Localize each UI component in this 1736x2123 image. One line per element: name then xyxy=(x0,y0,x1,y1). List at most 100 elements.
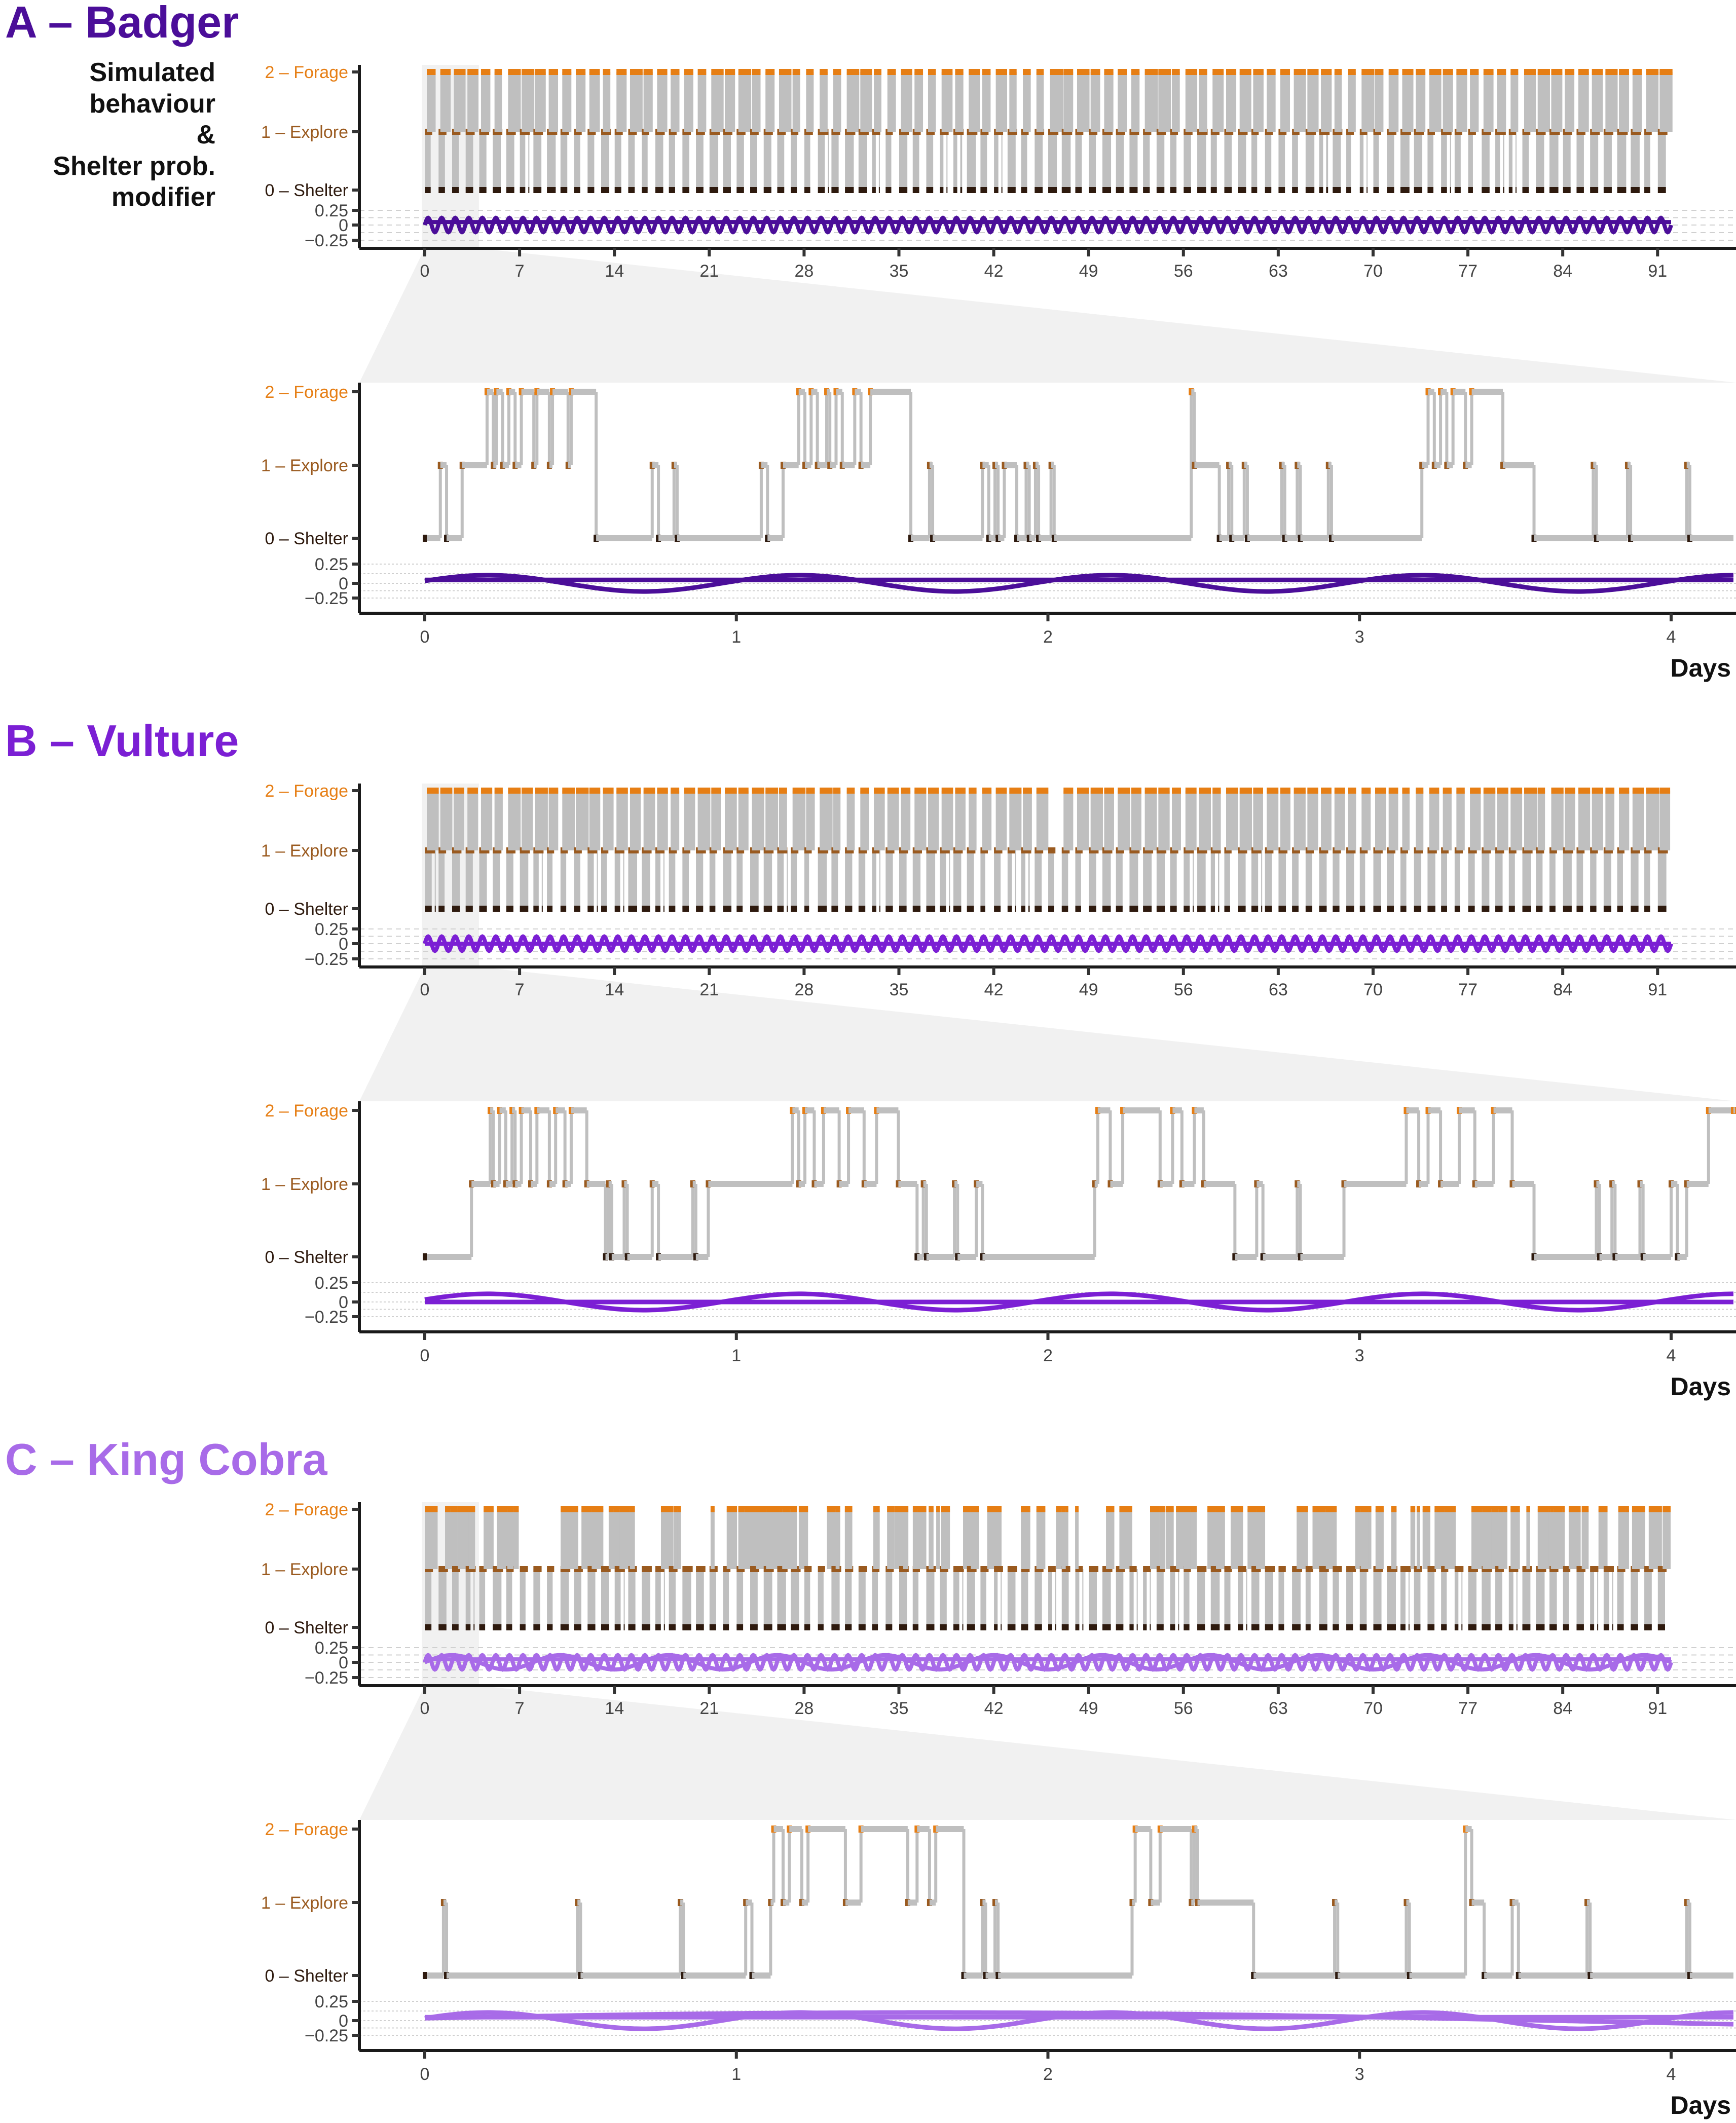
side-label-line: modifier xyxy=(112,182,215,212)
shelter-mark xyxy=(804,1624,810,1630)
shelter-mark xyxy=(1156,906,1165,912)
forage-mark xyxy=(1280,69,1290,75)
transition-bar xyxy=(710,1509,715,1569)
forage-mark xyxy=(1578,69,1589,75)
forage-mark xyxy=(448,1506,458,1512)
transition-line xyxy=(1595,1184,1598,1257)
shelter-mark xyxy=(858,1624,866,1630)
forage-mark xyxy=(711,69,724,75)
transition-bar xyxy=(1190,1509,1196,1569)
transition-bar xyxy=(1359,1569,1367,1627)
state-run xyxy=(836,389,842,395)
forage-mark xyxy=(630,1506,635,1512)
transition-bar xyxy=(576,791,589,850)
state-run xyxy=(1181,1181,1195,1187)
transition-bar xyxy=(960,132,963,190)
transition-bar xyxy=(804,132,810,190)
transition-bar xyxy=(1265,850,1272,909)
y-tick-label: 1 – Explore xyxy=(261,841,348,861)
transition-bar xyxy=(440,72,451,132)
shelter-mark xyxy=(926,1624,935,1630)
transition-bar xyxy=(1294,791,1306,850)
transition-bar xyxy=(1238,132,1246,190)
forage-mark xyxy=(1172,69,1180,75)
transition-bar xyxy=(1102,1569,1111,1627)
shelter-mark xyxy=(750,187,757,193)
forage-mark xyxy=(494,69,502,75)
transition-bar xyxy=(1158,791,1170,850)
transition-bar xyxy=(1009,72,1017,132)
forage-mark xyxy=(445,1506,451,1512)
shelter-mark xyxy=(1048,187,1057,193)
transition-line xyxy=(445,1903,449,1976)
shelter-mark xyxy=(1116,1624,1124,1630)
transition-line xyxy=(1595,465,1598,538)
shelter-mark xyxy=(1210,1624,1220,1630)
x-tick-label: 14 xyxy=(605,1699,624,1718)
transition-line xyxy=(1685,1903,1688,1976)
transition-line xyxy=(806,1829,810,1903)
shelter-mark xyxy=(663,1624,665,1630)
transition-line xyxy=(604,1184,607,1257)
shelter-mark xyxy=(1048,1624,1052,1630)
forage-mark xyxy=(1416,1506,1420,1512)
shelter-mark xyxy=(1563,187,1571,193)
transition-bar xyxy=(1400,850,1407,909)
forage-mark xyxy=(1482,1506,1492,1512)
forage-mark xyxy=(1537,788,1545,794)
shelter-mark xyxy=(628,187,635,193)
forage-mark xyxy=(611,1506,622,1512)
shelter-mark xyxy=(1143,1624,1147,1630)
transition-bar xyxy=(872,850,876,909)
transition-line xyxy=(853,392,857,465)
state-run xyxy=(1599,1254,1612,1260)
forage-mark xyxy=(1307,788,1318,794)
forage-mark xyxy=(1598,1506,1608,1512)
state-run xyxy=(493,1181,500,1187)
shelter-mark xyxy=(1061,906,1068,912)
transition-bar xyxy=(458,1509,470,1569)
transition-bar xyxy=(989,1509,1002,1569)
transition-line xyxy=(520,1110,523,1184)
shelter-mark xyxy=(1400,1624,1406,1630)
transition-bar xyxy=(1468,1569,1476,1627)
forage-mark xyxy=(779,69,792,75)
state-run xyxy=(512,1107,515,1113)
state-run xyxy=(505,1181,512,1187)
shelter-mark xyxy=(533,187,542,193)
state-run xyxy=(870,389,911,395)
shelter-mark xyxy=(587,906,594,912)
shelter-mark xyxy=(1617,1624,1624,1630)
state-run xyxy=(770,1899,774,1906)
transition-bar xyxy=(1482,850,1490,909)
shelter-mark xyxy=(473,1624,475,1630)
shelter-mark xyxy=(1644,906,1650,912)
transition-bar xyxy=(642,1569,650,1627)
state-run xyxy=(1194,1107,1204,1113)
shelter-mark xyxy=(1055,1624,1056,1630)
transition-bar xyxy=(533,1569,540,1627)
transition-line xyxy=(847,1110,851,1184)
forage-mark xyxy=(1158,788,1170,794)
transition-bar xyxy=(969,791,977,850)
transition-bar xyxy=(1170,850,1177,909)
shelter-mark xyxy=(655,187,663,193)
transition-line xyxy=(928,1829,931,1903)
transition-bar xyxy=(873,1509,878,1569)
transition-bar xyxy=(1414,1569,1421,1627)
shelter-mark xyxy=(587,1624,596,1630)
transition-bar xyxy=(1632,72,1642,132)
transition-bar xyxy=(535,791,548,850)
transition-line xyxy=(547,1110,551,1184)
x-tick-label: 56 xyxy=(1174,980,1193,999)
state-run xyxy=(515,462,522,468)
forage-mark xyxy=(1334,69,1342,75)
transition-bar xyxy=(1366,132,1368,190)
transition-bar xyxy=(1001,132,1003,190)
state-run xyxy=(1440,1181,1459,1187)
state-run xyxy=(827,389,830,395)
transition-bar xyxy=(1497,791,1508,850)
state-run xyxy=(1689,535,1733,541)
forage-mark xyxy=(608,1506,614,1512)
transition-line xyxy=(759,465,763,538)
